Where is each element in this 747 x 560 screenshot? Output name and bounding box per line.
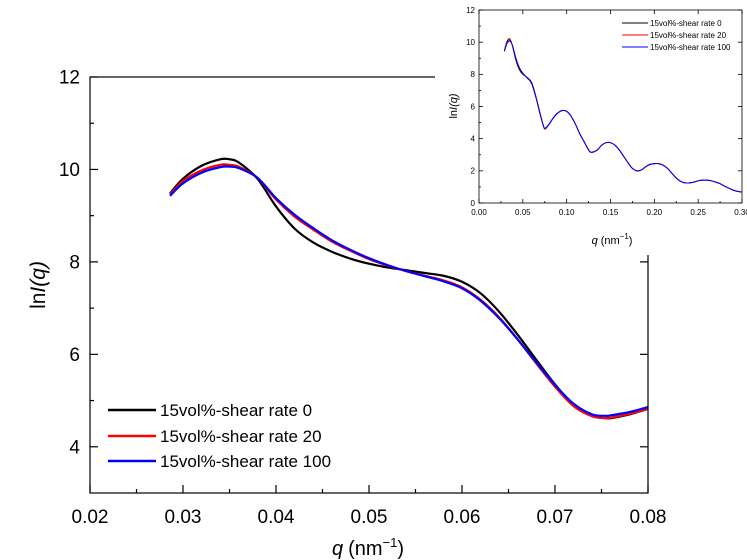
main-y-tick-label: 8: [69, 253, 80, 274]
main-plot-frame: [89, 76, 649, 494]
main-series-lines: [169, 157, 649, 420]
inset-y-tick-label: 10: [466, 38, 475, 47]
inset-x-tick-label: 0.05: [515, 208, 531, 217]
inset-legend-label-1: 15vol%-shear rate 20: [650, 31, 727, 40]
inset-series-line-2: [503, 40, 743, 193]
main-legend-label-0: 15vol%-shear rate 0: [160, 401, 312, 420]
inset-legend-entry: 15vol%-shear rate 0: [622, 19, 722, 28]
main-x-tick-label: 0.04: [258, 507, 295, 528]
inset-y-tick-label: 4: [471, 134, 476, 143]
inset-x-axis-label-var: q: [592, 235, 599, 247]
inset-y-tick-label: 12: [466, 6, 475, 15]
inset-legend-entry: 15vol%-shear rate 20: [622, 31, 727, 40]
inset-x-axis-label: q (nm−1): [592, 232, 633, 247]
main-y-axis-label-main: I(q): [27, 261, 50, 293]
inset-x-tick-label: 0.00: [471, 208, 487, 217]
inset-y-tick-label: 2: [471, 167, 476, 176]
inset-legend: 15vol%-shear rate 0 15vol%-shear rate 20…: [622, 19, 731, 52]
inset-legend-label-2: 15vol%-shear rate 100: [650, 43, 731, 52]
inset-x-axis-label-unit: (nm: [601, 235, 620, 247]
main-x-tick-label: 0.02: [72, 507, 109, 528]
inset-x-tick-label: 0.10: [559, 208, 575, 217]
inset-x-tick-label: 0.25: [690, 208, 706, 217]
main-series-line-2: [169, 165, 649, 417]
main-y-ticks: 4 6 8 10 12: [59, 68, 648, 458]
inset-y-axis-label-prefix: ln: [448, 110, 460, 119]
main-y-tick-label: 10: [59, 160, 80, 181]
main-x-axis-label: q (nm−1): [332, 535, 404, 560]
inset-y-tick-label: 8: [471, 70, 476, 79]
main-y-axis-label-prefix: ln: [27, 293, 50, 309]
main-y-axis-label: lnI(q): [27, 261, 50, 309]
inset-y-tick-label: 0: [471, 199, 476, 208]
main-y-tick-label: 6: [69, 345, 80, 366]
inset-plot-frame: [478, 9, 743, 204]
main-x-tick-label: 0.03: [165, 507, 202, 528]
inset-x-ticks: 0.00 0.05 0.10 0.15 0.20 0.25 0.30: [471, 10, 747, 217]
inset-chart: 0.00 0.05 0.10 0.15 0.20 0.25 0.30 0 2 4 6 8 10 12 l…: [435, 0, 747, 255]
main-x-axis-label-var: q: [332, 538, 343, 560]
inset-background: [435, 0, 747, 255]
inset-legend-entry: 15vol%-shear rate 100: [622, 43, 731, 52]
inset-x-tick-label: 0.30: [734, 208, 747, 217]
main-legend-entry: 15vol%-shear rate 0: [108, 401, 312, 420]
inset-y-axis-label-main: I(q): [448, 93, 460, 110]
inset-x-axis-label-exp: −1: [620, 232, 630, 241]
main-x-tick-label: 0.05: [351, 507, 388, 528]
main-legend-entry: 15vol%-shear rate 20: [108, 427, 322, 446]
main-x-axis-label-exp: −1: [383, 535, 398, 550]
inset-x-tick-label: 0.20: [647, 208, 663, 217]
main-legend-label-2: 15vol%-shear rate 100: [160, 452, 331, 471]
main-x-ticks: 0.02 0.03 0.04 0.05 0.06 0.07 0.08: [72, 485, 667, 528]
main-legend-entry: 15vol%-shear rate 100: [108, 452, 331, 471]
main-x-tick-label: 0.07: [537, 507, 574, 528]
inset-series-lines: [503, 38, 743, 193]
inset-y-tick-label: 6: [471, 102, 476, 111]
main-y-tick-label: 12: [59, 68, 80, 89]
inset-x-tick-label: 0.15: [603, 208, 619, 217]
main-legend-label-1: 15vol%-shear rate 20: [160, 427, 322, 446]
main-legend: 15vol%-shear rate 0 15vol%-shear rate 20…: [108, 401, 331, 471]
inset-y-axis-label: lnI(q): [448, 93, 460, 118]
main-x-tick-label: 0.06: [444, 507, 481, 528]
main-x-tick-label: 0.08: [630, 507, 667, 528]
inset-legend-label-0: 15vol%-shear rate 0: [650, 19, 722, 28]
main-x-axis-label-unit: (nm: [348, 538, 382, 560]
main-y-tick-label: 4: [69, 437, 80, 458]
